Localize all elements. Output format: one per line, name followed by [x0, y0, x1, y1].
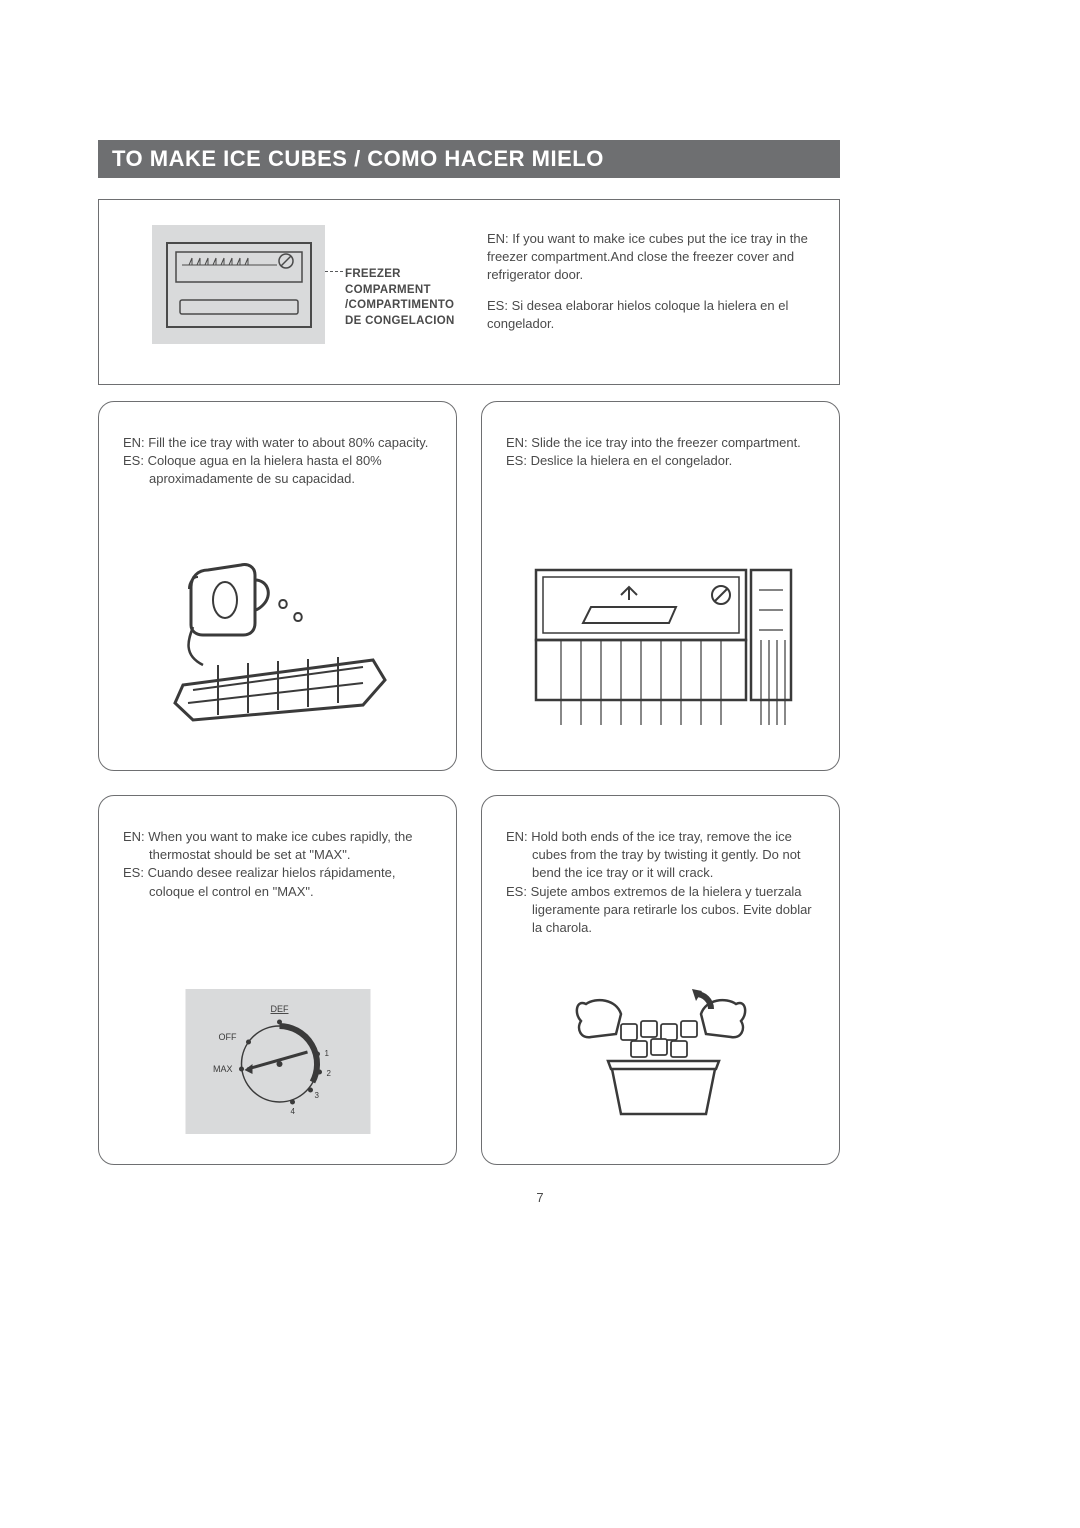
- step-twist-tray-text: EN: Hold both ends of the ice tray, remo…: [506, 828, 816, 937]
- slide-tray-es: ES: Deslice la hielera en el congelador.: [506, 452, 816, 470]
- step-thermostat-card: EN: When you want to make ice cubes rapi…: [98, 795, 457, 1165]
- dial-def-label: DEF: [271, 1004, 290, 1014]
- thermostat-illustration: DEF OFF MAX 1 2 3 4: [185, 989, 370, 1134]
- dial-off-label: OFF: [219, 1032, 237, 1042]
- page-number: 7: [536, 1190, 543, 1205]
- dial-max-label: MAX: [213, 1064, 233, 1074]
- step-fill-tray-text: EN: Fill the ice tray with water to abou…: [123, 434, 433, 489]
- slide-tray-illustration: [521, 565, 801, 740]
- label-leader-line: [325, 271, 343, 272]
- intro-panel: FREEZER COMPARMENT /COMPARTIMENTO DE CON…: [98, 199, 840, 385]
- thermostat-es: ES: Cuando desee realizar hielos rápidam…: [123, 864, 433, 900]
- step-fill-tray-card: EN: Fill the ice tray with water to abou…: [98, 401, 457, 771]
- twist-tray-icon: [566, 969, 756, 1129]
- thermostat-en: EN: When you want to make ice cubes rapi…: [123, 828, 433, 864]
- freezer-compartment-illustration: [152, 225, 325, 344]
- fill-tray-es: ES: Coloque agua en la hielera hasta el …: [123, 452, 433, 488]
- step-twist-tray-card: EN: Hold both ends of the ice tray, remo…: [481, 795, 840, 1165]
- dial-num-2: 2: [327, 1069, 332, 1078]
- dial-num-3: 3: [315, 1091, 320, 1100]
- step-thermostat-text: EN: When you want to make ice cubes rapi…: [123, 828, 433, 901]
- dial-num-4: 4: [291, 1107, 296, 1116]
- step-slide-tray-card: EN: Slide the ice tray into the freezer …: [481, 401, 840, 771]
- freezer-insert-icon: [521, 565, 801, 735]
- intro-text: EN: If you want to make ice cubes put th…: [487, 230, 827, 345]
- step-slide-tray-text: EN: Slide the ice tray into the freezer …: [506, 434, 816, 470]
- freezer-icon: [164, 240, 314, 330]
- twist-tray-es: ES: Sujete ambos extremos de la hielera …: [506, 883, 816, 938]
- fill-tray-en: EN: Fill the ice tray with water to abou…: [123, 434, 433, 452]
- slide-tray-en: EN: Slide the ice tray into the freezer …: [506, 434, 816, 452]
- thermostat-dial-icon: DEF OFF MAX 1 2 3 4: [193, 994, 363, 1129]
- fill-tray-illustration: [163, 555, 393, 740]
- dial-num-1: 1: [325, 1049, 330, 1058]
- pouring-water-icon: [163, 555, 393, 735]
- intro-en: EN: If you want to make ice cubes put th…: [487, 230, 827, 285]
- intro-es: ES: Si desea elaborar hielos coloque la …: [487, 297, 827, 333]
- section-title: TO MAKE ICE CUBES / COMO HACER MIELO: [112, 146, 604, 172]
- freezer-compartment-label: FREEZER COMPARMENT /COMPARTIMENTO DE CON…: [345, 267, 465, 329]
- section-title-bar: TO MAKE ICE CUBES / COMO HACER MIELO: [98, 140, 840, 178]
- twist-tray-en: EN: Hold both ends of the ice tray, remo…: [506, 828, 816, 883]
- twist-tray-illustration: [566, 969, 756, 1134]
